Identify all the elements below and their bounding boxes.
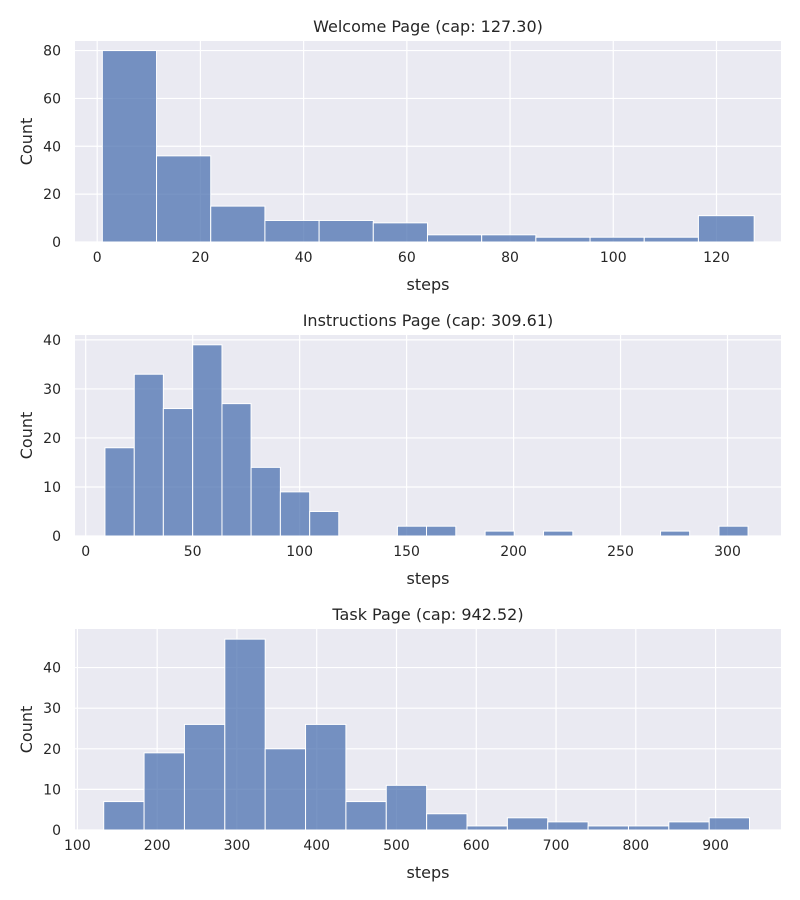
histogram-bar bbox=[309, 510, 340, 537]
histogram-bar bbox=[103, 801, 145, 831]
y-tick-label: 30 bbox=[43, 382, 61, 398]
histogram-bar bbox=[250, 466, 281, 537]
x-axis-label: steps bbox=[407, 275, 450, 294]
histogram-bar bbox=[543, 530, 574, 537]
x-tick-label: 150 bbox=[393, 544, 420, 560]
histogram-bar bbox=[305, 723, 347, 831]
histogram-bar bbox=[506, 817, 549, 831]
histogram-bar bbox=[466, 825, 508, 831]
histogram-bar bbox=[264, 219, 320, 243]
histogram-bar bbox=[162, 408, 194, 537]
y-tick-label: 0 bbox=[52, 235, 61, 251]
histogram-bar bbox=[481, 234, 537, 243]
x-tick-label: 100 bbox=[286, 544, 313, 560]
histogram-bar bbox=[668, 821, 710, 831]
histogram-bar bbox=[143, 752, 185, 831]
y-tick-label: 20 bbox=[43, 431, 61, 447]
y-tick-label: 30 bbox=[43, 701, 61, 717]
histogram-bar bbox=[426, 813, 468, 831]
x-axis-label: steps bbox=[407, 569, 450, 588]
histogram-bar bbox=[643, 236, 699, 243]
y-tick-label: 10 bbox=[43, 480, 61, 496]
histogram-bar bbox=[264, 748, 307, 831]
x-tick-label: 600 bbox=[463, 838, 490, 854]
y-tick-label: 10 bbox=[43, 782, 61, 798]
x-tick-label: 300 bbox=[224, 838, 251, 854]
histogram-bar bbox=[104, 447, 135, 537]
y-tick-label: 40 bbox=[43, 661, 61, 677]
x-tick-label: 120 bbox=[703, 250, 730, 266]
histogram-panel-1: 0 20 40 60 80 100 120 0 20 40 60 80 Welcome Page (ca… bbox=[17, 17, 781, 294]
histogram-bar bbox=[183, 723, 226, 831]
y-tick-label: 40 bbox=[43, 139, 61, 155]
y-axis-label: Count bbox=[17, 706, 36, 754]
x-tick-label: 60 bbox=[398, 250, 416, 266]
histogram-bar bbox=[708, 817, 750, 831]
x-tick-label: 100 bbox=[64, 838, 91, 854]
histogram-bar bbox=[224, 638, 266, 831]
y-axis-label: Count bbox=[17, 412, 36, 460]
histogram-bar bbox=[133, 373, 164, 537]
x-tick-label: 80 bbox=[501, 250, 519, 266]
histogram-bar bbox=[484, 530, 515, 537]
histogram-bar bbox=[660, 530, 691, 537]
histogram-bar bbox=[535, 236, 591, 243]
chart-title: Welcome Page (cap: 127.30) bbox=[313, 17, 543, 36]
histogram-bar bbox=[221, 403, 252, 537]
x-tick-label: 0 bbox=[93, 250, 102, 266]
histogram-bar bbox=[192, 344, 223, 537]
x-tick-label: 300 bbox=[714, 544, 741, 560]
histogram-bar bbox=[210, 205, 266, 243]
histogram-panel-2: 0 50 100 150 200 250 300 0 10 20 30 40 Instructions … bbox=[17, 311, 781, 588]
y-tick-label: 80 bbox=[43, 44, 61, 60]
x-tick-label: 100 bbox=[600, 250, 627, 266]
histogram-bar bbox=[101, 50, 158, 243]
y-tick-label: 60 bbox=[43, 91, 61, 107]
chart-title: Instructions Page (cap: 309.61) bbox=[303, 311, 554, 330]
x-tick-label: 900 bbox=[702, 838, 729, 854]
y-tick-label: 20 bbox=[43, 187, 61, 203]
histogram-bar bbox=[547, 821, 589, 831]
histogram-bar bbox=[589, 236, 645, 243]
histogram-bar bbox=[318, 219, 374, 243]
x-tick-label: 800 bbox=[622, 838, 649, 854]
x-tick-label: 200 bbox=[144, 838, 171, 854]
x-tick-label: 200 bbox=[500, 544, 527, 560]
histogram-bar bbox=[426, 525, 457, 537]
x-tick-label: 0 bbox=[81, 544, 90, 560]
x-tick-label: 400 bbox=[303, 838, 330, 854]
histogram-bar bbox=[587, 825, 629, 831]
y-tick-label: 40 bbox=[43, 333, 61, 349]
histogram-bar bbox=[156, 155, 212, 243]
histogram-bar bbox=[345, 801, 387, 831]
y-tick-label: 0 bbox=[52, 823, 61, 839]
x-tick-label: 40 bbox=[295, 250, 313, 266]
histogram-bar bbox=[372, 222, 428, 243]
x-axis-label: steps bbox=[407, 863, 450, 882]
histogram-bar bbox=[426, 234, 483, 243]
histogram-panel-3: 100 200 300 400 500 600 700 800 900 0 10 20 30 40 Task… bbox=[17, 605, 781, 882]
histogram-bar bbox=[627, 825, 670, 831]
histogram-bar bbox=[697, 215, 755, 243]
histogram-bar bbox=[396, 525, 428, 537]
y-tick-label: 20 bbox=[43, 742, 61, 758]
y-tick-label: 0 bbox=[52, 529, 61, 545]
histogram-bar bbox=[385, 784, 428, 831]
histogram-bar bbox=[718, 525, 749, 537]
x-tick-label: 50 bbox=[184, 544, 202, 560]
histogram-bar bbox=[279, 491, 311, 537]
x-tick-label: 700 bbox=[543, 838, 570, 854]
x-tick-label: 20 bbox=[191, 250, 209, 266]
y-axis-label: Count bbox=[17, 118, 36, 166]
x-tick-label: 500 bbox=[383, 838, 410, 854]
chart-title: Task Page (cap: 942.52) bbox=[331, 605, 523, 624]
x-tick-label: 250 bbox=[607, 544, 634, 560]
